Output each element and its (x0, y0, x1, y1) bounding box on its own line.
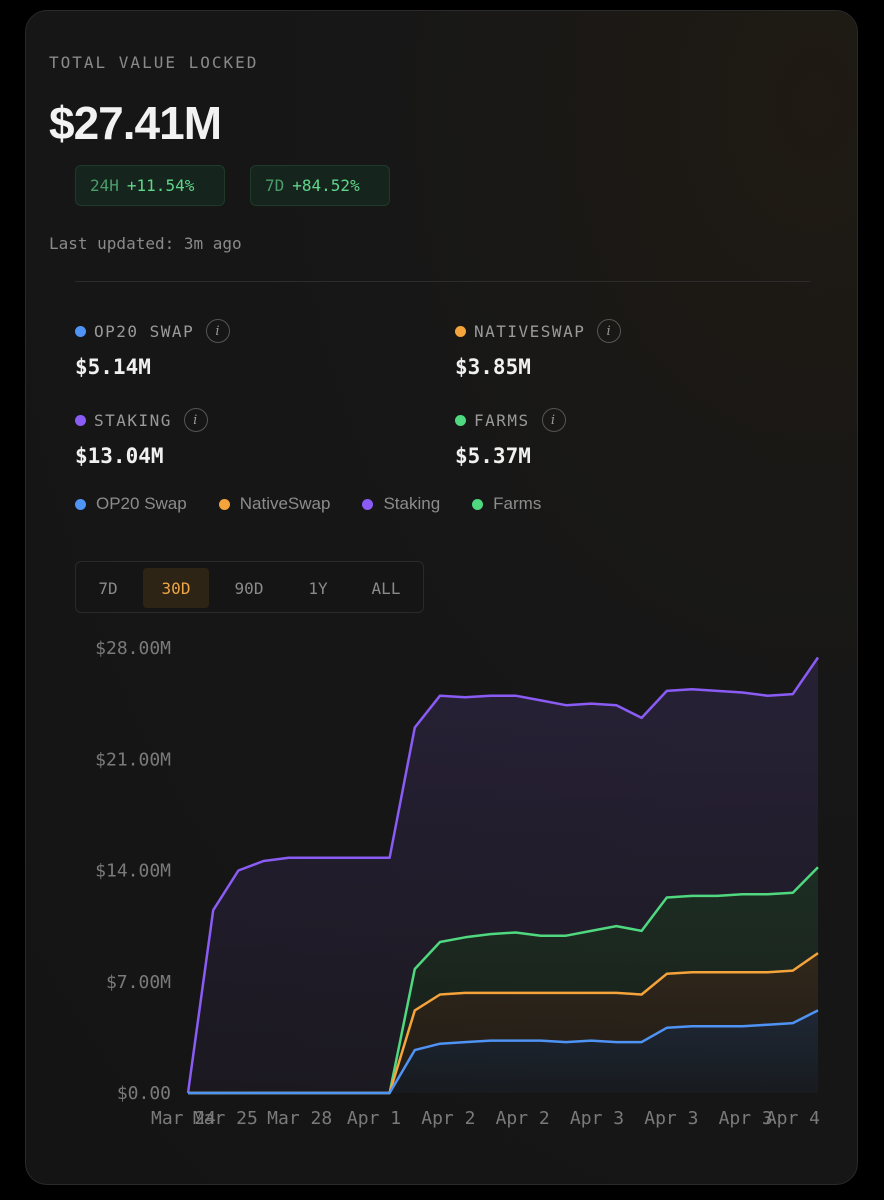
legend-label: NativeSwap (239, 494, 331, 513)
last-updated: Last updated: 3m ago (49, 234, 242, 253)
time-range-selector: 7D 30D 90D 1Y ALL (75, 561, 424, 613)
tvl-title: TOTAL VALUE LOCKED (49, 53, 259, 72)
info-icon[interactable]: i (206, 319, 231, 343)
metric-label: FARMS (474, 410, 530, 430)
y-tick-label: $0.00 (117, 1083, 171, 1104)
area-staking (188, 657, 818, 1093)
range-option-all[interactable]: ALL (371, 578, 401, 598)
metric-value: $13.04M (75, 444, 164, 468)
legend-label: Staking (383, 494, 441, 513)
info-icon[interactable]: i (541, 408, 566, 432)
line-staking (186, 656, 820, 1094)
change-24h-label: 24H (90, 176, 119, 195)
info-icon[interactable]: i (597, 319, 622, 343)
metric-op20-swap: OP20 SWAP i $5.14M (75, 319, 231, 379)
x-tick-label: Mar 24 (151, 1108, 216, 1129)
x-tick-label: Mar 25 (193, 1108, 258, 1129)
range-option-90d[interactable]: 90D (234, 578, 264, 598)
op20-swap-dot (75, 325, 86, 337)
area-op20-swap (188, 1010, 818, 1093)
metric-staking: STAKING i $13.04M (75, 408, 208, 468)
change-7d-label: 7D (265, 176, 285, 195)
x-tick-label: Mar 28 (267, 1108, 332, 1129)
y-tick-label: $21.00M (95, 749, 171, 770)
legend-item-farms[interactable]: Farms (472, 494, 541, 514)
metric-label: NATIVESWAP (474, 321, 586, 341)
tvl-total-value: $27.41M (49, 97, 222, 149)
metric-label: STAKING (94, 410, 172, 430)
metric-farms: FARMS i $5.37M (455, 408, 566, 468)
legend-dot (75, 498, 86, 510)
divider (75, 281, 810, 282)
metric-value: $5.37M (455, 444, 531, 468)
range-option-30d[interactable]: 30D (143, 568, 209, 608)
chart-legend: OP20 Swap NativeSwap Staking Farms (75, 494, 573, 514)
farms-dot (455, 414, 466, 426)
x-tick-label: Apr 4 (766, 1108, 820, 1129)
nativeswap-dot (455, 325, 466, 337)
x-tick-label: Apr 2 (421, 1108, 475, 1129)
y-tick-label: $7.00M (106, 972, 171, 993)
metric-value: $3.85M (455, 355, 531, 379)
legend-dot (218, 498, 230, 510)
legend-label: Farms (493, 494, 542, 513)
metric-value: $5.14M (75, 355, 151, 379)
legend-item-staking[interactable]: Staking (362, 494, 440, 514)
legend-item-nativeswap[interactable]: NativeSwap (218, 494, 331, 514)
x-tick-label: Apr 2 (496, 1108, 550, 1129)
metric-nativeswap: NATIVESWAP i $3.85M (455, 319, 622, 379)
area-farms (188, 867, 818, 1093)
line-op20-swap (188, 1009, 819, 1095)
x-tick-label: Apr 3 (719, 1108, 773, 1129)
legend-dot (472, 498, 484, 510)
x-tick-label: Apr 1 (347, 1108, 401, 1129)
legend-dot (362, 498, 374, 510)
metric-label: OP20 SWAP (94, 321, 195, 341)
legend-label: OP20 Swap (96, 494, 187, 513)
staking-dot (75, 414, 86, 426)
area-nativeswap (188, 953, 818, 1093)
y-tick-label: $14.00M (95, 861, 171, 882)
y-tick-label: $28.00M (95, 638, 171, 659)
legend-item-op20-swap[interactable]: OP20 Swap (75, 494, 187, 514)
x-tick-label: Apr 3 (570, 1108, 624, 1129)
info-icon[interactable]: i (183, 408, 208, 432)
x-tick-label: Apr 3 (644, 1108, 698, 1129)
range-option-7d[interactable]: 7D (98, 578, 118, 598)
range-option-1y[interactable]: 1Y (308, 578, 328, 598)
change-24h-value: +11.54% (126, 176, 195, 195)
change-7d-value: +84.52% (292, 176, 360, 195)
change-24h-badge: 24H +11.54% (75, 165, 225, 206)
change-7d-badge: 7D +84.52% (250, 165, 390, 206)
